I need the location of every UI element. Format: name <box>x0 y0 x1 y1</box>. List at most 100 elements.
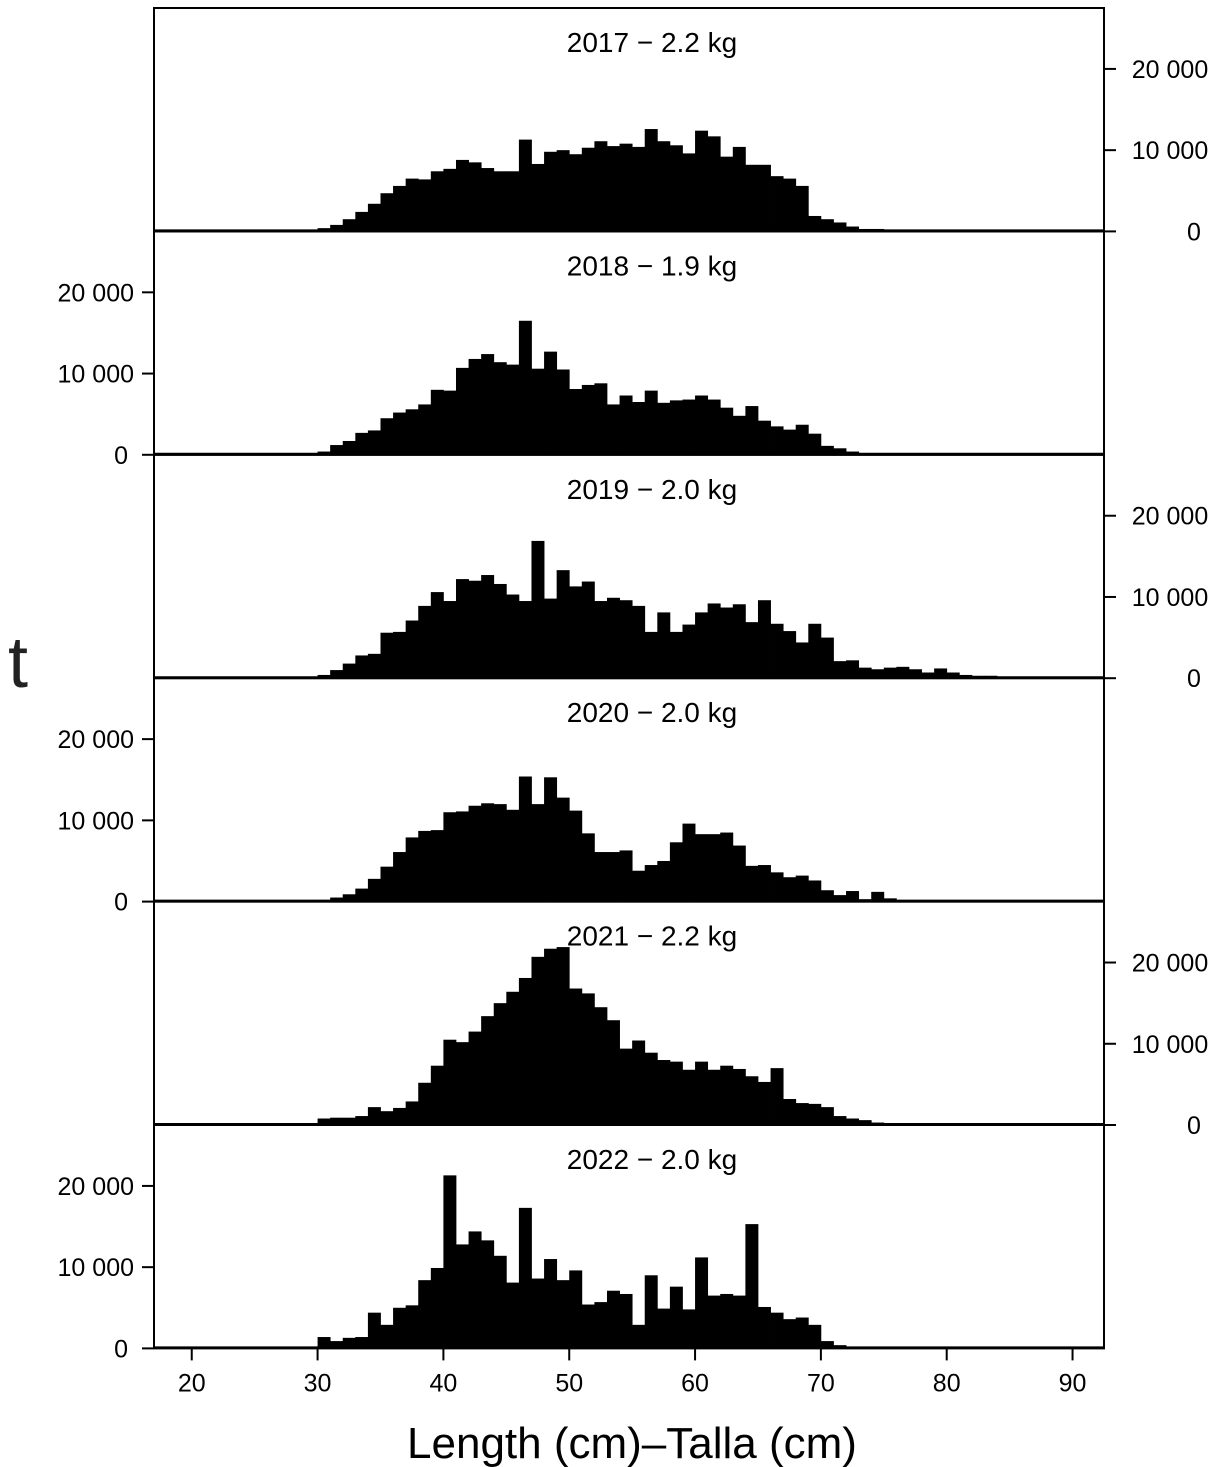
x-tick-label: 80 <box>933 1369 961 1397</box>
bar <box>430 1267 444 1349</box>
bar <box>594 1007 608 1125</box>
bar <box>418 1082 432 1125</box>
y-tick-label: 10 000 <box>1132 137 1208 165</box>
bar <box>695 612 709 679</box>
bar <box>418 830 432 902</box>
bar <box>707 136 721 232</box>
bar <box>455 1244 469 1349</box>
bar <box>455 811 469 902</box>
bar <box>757 865 771 902</box>
bar <box>556 150 570 232</box>
bar <box>795 1317 809 1349</box>
bar <box>846 660 860 679</box>
bar <box>934 668 948 679</box>
panel-title: 2021 − 2.2 kg <box>567 921 737 952</box>
bar <box>606 404 620 455</box>
bar <box>669 631 683 679</box>
bar <box>606 1020 620 1125</box>
y-tick-label: 0 <box>114 1335 128 1363</box>
bar <box>380 866 394 902</box>
bar <box>833 222 847 232</box>
bar <box>544 151 558 232</box>
y-tick-label: 0 <box>1187 1112 1201 1140</box>
bar <box>732 1068 746 1125</box>
bar <box>355 1116 369 1125</box>
bar <box>418 605 432 679</box>
bar <box>669 1286 683 1349</box>
bar <box>468 805 482 902</box>
bar <box>443 390 457 455</box>
y-axis-title: t <box>8 623 28 703</box>
bar <box>493 171 507 232</box>
bar <box>594 383 608 455</box>
bar <box>770 176 784 232</box>
bar <box>695 1257 709 1349</box>
bar <box>531 804 545 902</box>
bar <box>393 185 407 232</box>
bar <box>657 402 671 455</box>
bar <box>506 991 520 1125</box>
bar <box>418 1280 432 1349</box>
bar <box>770 623 784 679</box>
bar <box>443 812 457 902</box>
x-tick-label: 30 <box>304 1369 332 1397</box>
bar <box>770 1068 784 1125</box>
bar <box>707 1295 721 1349</box>
bar <box>317 1337 331 1349</box>
bar <box>820 445 834 455</box>
bar <box>367 203 381 232</box>
bar <box>342 894 356 902</box>
panel-1: 2017 − 2.2 kg 0 10 000 20 000 <box>153 7 1208 246</box>
bar <box>619 600 633 679</box>
bar <box>619 850 633 902</box>
bar <box>745 406 759 455</box>
bar <box>430 830 444 902</box>
bar <box>405 837 419 902</box>
bar <box>569 154 583 232</box>
bar <box>720 156 734 232</box>
bar <box>569 810 583 902</box>
bar <box>619 1048 633 1125</box>
y-tick-label: 20 000 <box>1132 503 1208 531</box>
panel-4: 2020 − 2.0 kg 0 10 000 20 000 <box>58 677 1105 917</box>
bar <box>946 672 960 679</box>
bar <box>518 601 532 679</box>
bar <box>695 130 709 232</box>
panel-title: 2018 − 1.9 kg <box>567 250 737 281</box>
bar <box>757 1081 771 1125</box>
bar <box>732 1295 746 1349</box>
bar <box>644 390 658 455</box>
y-tick-label: 20 000 <box>58 279 134 307</box>
bar <box>380 1324 394 1349</box>
bar <box>871 891 885 902</box>
bar <box>657 141 671 232</box>
bar <box>405 1305 419 1349</box>
bar <box>745 865 759 902</box>
panel-5: 2021 − 2.2 kg 0 10 000 20 000 <box>153 900 1208 1140</box>
bar <box>921 672 935 679</box>
y-tick-label: 10 000 <box>58 361 134 389</box>
bar <box>757 600 771 679</box>
bar <box>581 581 595 679</box>
bar <box>783 1319 797 1349</box>
bar <box>808 433 822 455</box>
bar <box>506 1282 520 1349</box>
bar <box>757 1306 771 1349</box>
bar <box>720 1065 734 1125</box>
bar <box>720 407 734 455</box>
bar <box>846 226 860 232</box>
bar <box>632 402 646 455</box>
bar <box>808 1103 822 1125</box>
bar <box>380 418 394 455</box>
panels-group: 2017 − 2.2 kg 0 10 000 20 000 2018 − 1.9 kg 0… <box>58 7 1208 1363</box>
bar <box>808 215 822 232</box>
bar <box>795 1103 809 1125</box>
bar <box>820 637 834 679</box>
x-tick-label: 60 <box>681 1369 709 1397</box>
bar <box>808 880 822 902</box>
bar <box>380 1111 394 1125</box>
bar <box>330 1341 344 1349</box>
y-tick-label: 10 000 <box>1132 584 1208 612</box>
bar <box>455 579 469 679</box>
bar <box>355 1337 369 1349</box>
